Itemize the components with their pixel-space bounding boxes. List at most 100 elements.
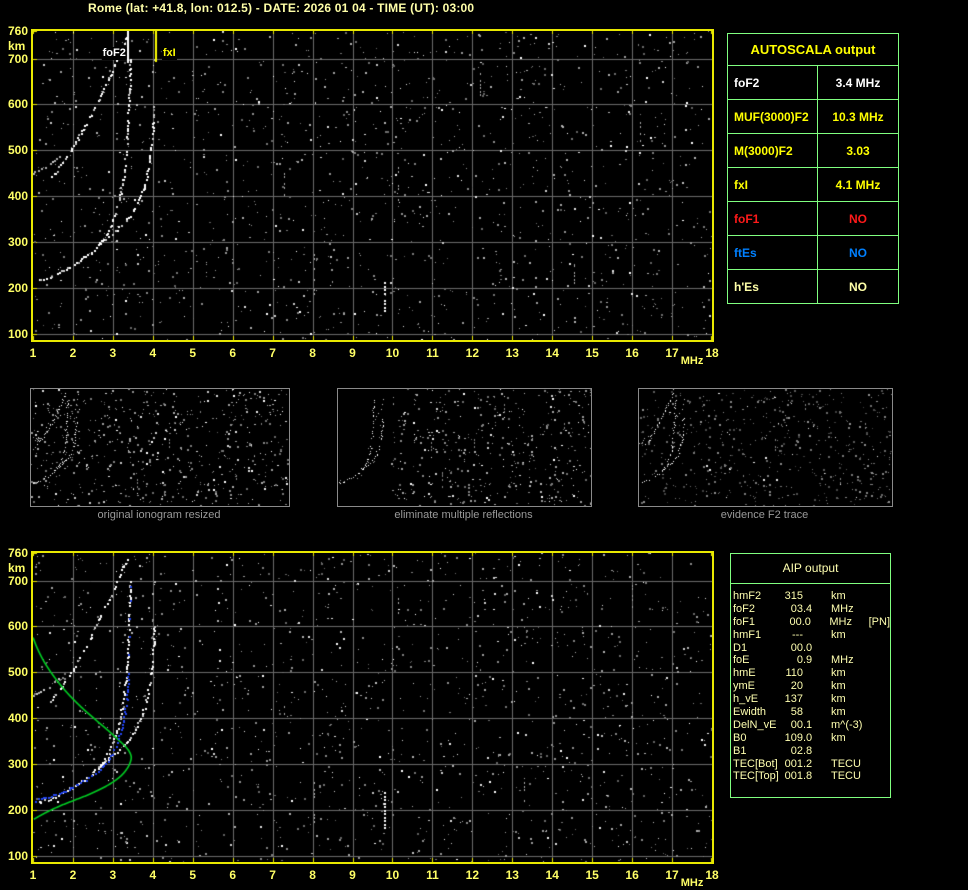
aip-row-unit: km: [831, 693, 846, 706]
aip-table-rows: hmF2 315 km foF2 03.4 MHz foF1 00.0 MHz [PN] hmF1-…: [731, 584, 890, 783]
thumbnail-original-ionogram: [30, 388, 290, 507]
x-axis-tick-label: 18: [705, 346, 719, 360]
x-axis-tick-label: 10: [385, 868, 400, 882]
y-axis-tick-label: 760: [7, 24, 28, 38]
autoscala-row-value: NO: [817, 235, 899, 270]
aip-row-value-int: 001: [784, 770, 803, 783]
autoscala-table-row: h'Es NO: [727, 269, 899, 304]
aip-row-value-int: 00: [790, 718, 803, 731]
aip-table-header: AIP output: [731, 554, 890, 584]
aip-row-value-int: ---: [792, 628, 803, 641]
aip-table-row: B1 02.8: [733, 745, 890, 758]
aip-row-value-int: 0: [796, 654, 803, 667]
aip-row-unit: km: [831, 706, 846, 719]
aip-row-unit: km: [831, 628, 846, 641]
aip-row-value-frac: [803, 693, 823, 706]
thumbnail-evidence-f2: [638, 388, 893, 507]
thumbnail-eliminate-canvas: [338, 389, 591, 506]
aip-table-row: h_vE 137 km: [733, 693, 890, 706]
x-axis-tick-label: 5: [189, 868, 197, 882]
autoscala-table-row: MUF(3000)F2 10.3 MHz: [727, 99, 899, 134]
aip-table-row: foE 0.9 MHz: [733, 654, 890, 667]
y-axis-tick-label: 700: [7, 51, 28, 66]
y-axis-tick-label: 500: [7, 143, 28, 158]
x-axis-tick-label: 7: [269, 346, 276, 360]
bottom-ionogram-canvas: [33, 553, 712, 862]
y-axis-tick-label: 700: [7, 573, 28, 588]
y-axis-tick-label: 300: [7, 235, 28, 250]
aip-row-param: B1: [733, 744, 747, 757]
thumbnail-eliminate-reflections: [337, 388, 592, 507]
x-axis-tick-label: 16: [625, 346, 639, 360]
x-axis-tick-label: 2: [69, 868, 77, 882]
x-axis-tick-label: 17: [665, 868, 679, 882]
x-axis-tick-label: 1: [29, 346, 37, 360]
y-axis-tick-label: 600: [7, 619, 28, 634]
x-axis-tick-label: 7: [269, 868, 276, 882]
x-axis-tick-label: 3: [109, 868, 117, 882]
aip-row-unit: km: [831, 731, 846, 744]
x-axis-tick-label: 12: [465, 346, 480, 360]
autoscala-row-value: 10.3 MHz: [817, 99, 899, 134]
x-axis-tick-label: 8: [309, 346, 316, 360]
aip-row-param: foF1: [733, 615, 756, 628]
aip-row-value-frac: .8: [803, 770, 813, 783]
top-ionogram-plot: foF2 fxI: [31, 29, 714, 342]
y-axis-tick-label: 600: [7, 97, 28, 112]
aip-row-param: hmE: [733, 667, 756, 680]
autoscala-row-label: MUF(3000)F2: [727, 99, 818, 134]
x-axis-tick-label: 2: [69, 346, 77, 360]
aip-table-row: hmE 110 km: [733, 667, 890, 680]
aip-row-value-int: 00: [789, 615, 802, 628]
x-axis-tick-label: 11: [426, 868, 439, 882]
x-axis-unit-label: MHz: [680, 355, 704, 367]
thumbnail-caption-original: original ionogram resized: [97, 509, 221, 521]
marker-label-fxI: fxI: [161, 47, 177, 61]
top-ionogram-canvas: [33, 31, 712, 340]
aip-row-value-frac: [803, 667, 823, 680]
aip-row-param: hmF2: [733, 590, 762, 602]
aip-row-param: TEC[Bot]: [733, 757, 778, 770]
aip-table-row: foF1 00.0 MHz [PN]: [733, 616, 890, 629]
autoscala-row-value: 4.1 MHz: [817, 167, 899, 202]
y-axis-tick-label: 400: [7, 189, 28, 204]
x-axis-tick-label: 14: [545, 346, 559, 360]
aip-table-row: ymE 20 km: [733, 680, 890, 693]
y-axis-tick-label: 200: [7, 281, 28, 296]
x-axis-tick-label: 5: [189, 346, 197, 360]
page-title: Rome (lat: +41.8, lon: 012.5) - DATE: 20…: [88, 1, 475, 15]
x-axis-tick-label: 13: [505, 346, 519, 360]
x-axis-tick-label: 16: [625, 868, 639, 882]
autoscala-table-header: AUTOSCALA output: [727, 33, 899, 66]
marker-label-foF2: foF2: [101, 47, 127, 61]
aip-row-value-frac: .8: [803, 744, 813, 757]
aip-row-unit: km: [831, 590, 846, 602]
autoscala-row-value: 3.4 MHz: [817, 65, 899, 100]
aip-row-param: B0: [733, 731, 747, 744]
aip-row-value-frac: [803, 706, 823, 719]
x-axis-tick-label: 18: [705, 868, 719, 882]
y-axis-tick-label: 400: [7, 711, 28, 726]
aip-table-row: D1 00.0: [733, 642, 890, 655]
aip-row-value-int: 137: [784, 693, 803, 706]
aip-row-unit: TECU: [831, 770, 861, 783]
x-axis-tick-label: 9: [349, 346, 356, 360]
aip-row-value-int: 02: [790, 744, 803, 757]
aip-row-value-frac: [803, 590, 823, 603]
y-axis-tick-label: 760: [7, 546, 28, 560]
aip-row-value-int: 03: [790, 602, 803, 615]
y-axis-tick-label: 100: [7, 849, 28, 864]
aip-row-value-frac: .1: [803, 718, 813, 731]
aip-row-unit: [831, 642, 871, 655]
autoscala-row-value: NO: [817, 201, 899, 236]
aip-row-unit: km: [831, 680, 846, 693]
aip-row-unit: TECU: [831, 757, 861, 770]
autoscala-table-row: fxI 4.1 MHz: [727, 167, 899, 202]
thumbnail-evidence-canvas: [639, 389, 892, 506]
x-axis-tick-label: 14: [545, 868, 559, 882]
autoscala-table-row: M(3000)F2 3.03: [727, 133, 899, 168]
x-axis-tick-label: 1: [29, 868, 37, 882]
x-axis-tick-label: 9: [349, 868, 356, 882]
autoscala-row-value: 3.03: [817, 133, 899, 168]
